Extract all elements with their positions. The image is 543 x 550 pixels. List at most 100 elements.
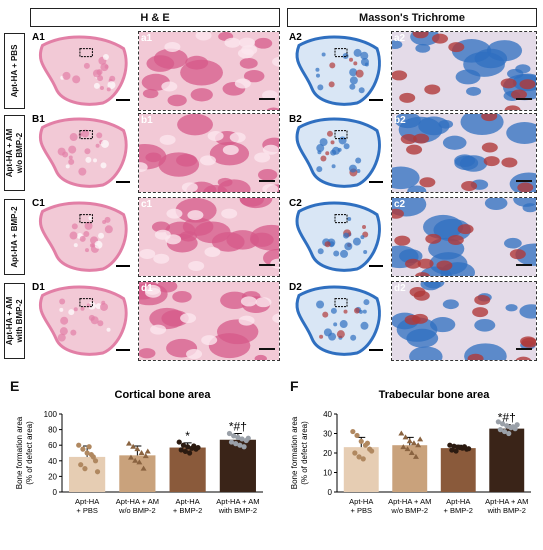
chart-cortical-bone-area: Cortical bone area Bone formation area (% … [15,389,263,515]
mt-section-tile: A2 [287,31,387,111]
data-point [514,422,520,428]
scale-bar [259,348,275,350]
row-label-text: Apt-HA + PBS [9,44,19,98]
x-tick-label: + BMP-2 [444,506,473,515]
x-tick-label: Apt-HA [446,497,470,506]
x-tick-label: Apt-HA + AM [216,497,259,506]
panel-label: D1 [32,282,45,293]
data-point [140,465,147,471]
y-axis-label: Bone formation area [15,416,24,489]
panel-label-e: E [10,378,20,394]
data-point [86,444,92,450]
x-tick-label: Apt-HA + AM [388,497,431,506]
data-point [187,450,193,456]
mt-zoom-tile: b2 [391,113,537,193]
data-point [191,443,197,449]
panel-label: A2 [289,32,302,43]
data-point [178,447,184,453]
mt-zoom-tile: a2 [391,31,537,111]
data-point [406,438,413,444]
significance-mark: *#† [229,420,247,434]
data-point [127,454,134,460]
data-point [461,444,468,450]
data-point [142,453,149,459]
row-label-text: Apt-HA + AM with BMP-2 [4,296,24,346]
x-tick-label: w/o BMP-2 [118,506,156,515]
data-point [350,428,356,435]
header-mt: Masson's Trichrome [287,8,537,27]
panel-label: B2 [289,114,302,125]
data-point [404,446,411,452]
panel-label: a2 [394,33,406,44]
data-point [78,462,84,468]
he-zoom-tile: a1 [138,31,280,111]
data-point [504,423,510,429]
data-point [451,443,457,449]
scale-bar [259,98,275,100]
data-point [412,453,419,459]
panel-label: A1 [32,32,45,43]
data-point [354,432,360,439]
bar [169,447,206,492]
data-point [233,441,239,447]
panel-label: D2 [289,282,302,293]
data-point [245,435,251,441]
x-tick-label: Apt-HA [349,497,373,506]
data-point [228,439,235,445]
panel-label: B1 [32,114,45,125]
data-point [237,442,243,448]
x-tick-label: Apt-HA [75,497,99,506]
mt-section-tile: B2 [287,113,387,193]
data-point [457,444,463,451]
panel-label-f: F [290,378,299,394]
scale-bar [369,99,383,101]
data-point [76,442,82,448]
y-tick-label: 40 [48,457,57,466]
data-point [453,448,459,454]
x-tick-label: + PBS [351,506,372,515]
scale-bar [116,349,130,351]
he-section-tile: B1 [30,113,134,193]
panel-label: b2 [394,115,406,126]
data-point [82,466,88,472]
bar [392,445,428,492]
x-tick-label: + PBS [76,506,97,515]
y-tick-label: 100 [44,410,58,419]
x-tick-label: + BMP-2 [173,506,202,515]
bar [219,439,256,492]
data-point [132,457,139,463]
x-tick-label: w/o BMP-2 [390,506,428,515]
panel-label: a1 [141,33,153,44]
y-tick-label: 0 [53,488,58,497]
scale-bar [259,180,275,182]
data-point [466,446,472,452]
chart-trabecular-bone-area: Trabecular bone area Bone formation area(… [290,389,531,515]
he-section-tile: C1 [30,197,134,277]
he-section-tile: D1 [30,281,134,361]
data-point [417,436,424,442]
panel-label: d2 [394,283,406,294]
data-point [144,448,151,454]
panel-label: C2 [289,198,302,209]
y-axis-label: Bone formation area [290,416,299,489]
data-point [84,450,90,456]
data-point [369,448,375,454]
y-tick-label: 20 [323,449,332,458]
data-point [182,448,189,455]
mt-zoom-tile: c2 [391,197,537,277]
y-tick-label: 60 [48,441,57,450]
data-point [400,444,407,450]
x-tick-label: Apt-HA + AM [485,497,528,506]
significance-mark: * [185,429,190,443]
mt-section-tile: D2 [287,281,387,361]
he-zoom-tile: b1 [138,113,280,193]
y-tick-label: 40 [323,410,332,419]
bar [343,447,379,492]
scale-bar [516,264,532,266]
data-point [134,446,141,452]
x-tick-label: Apt-HA + AM [116,497,159,506]
row-label-text: Apt-HA + AM w/o BMP-2 [4,128,24,178]
scale-bar [116,99,130,101]
bar [69,456,106,492]
data-point [138,450,145,455]
